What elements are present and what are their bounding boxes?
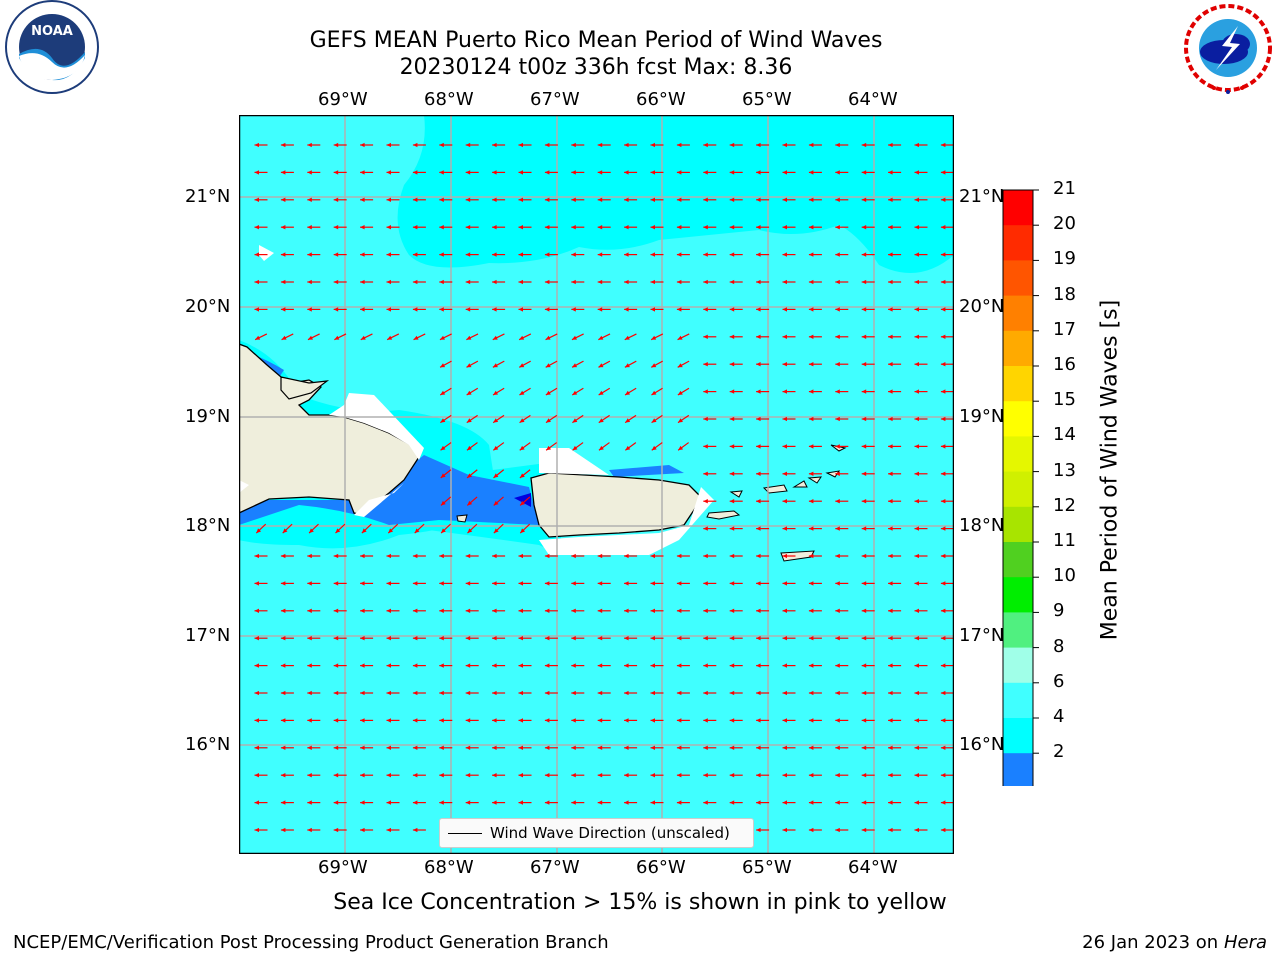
lat-label-left: 16°N <box>185 734 231 755</box>
colorbar-band <box>1003 506 1033 543</box>
lat-label-left: 21°N <box>185 186 231 207</box>
lon-label-top: 69°W <box>318 89 368 110</box>
colorbar-band <box>1003 753 1033 789</box>
lat-label-right: 16°N <box>959 734 1005 755</box>
lat-label-right: 18°N <box>959 515 1005 536</box>
lat-label-right: 17°N <box>959 625 1005 646</box>
lon-label-bottom: 65°W <box>742 857 792 878</box>
footer-date: 26 Jan 2023 on Hera <box>1082 932 1267 953</box>
colorbar-band <box>1003 577 1033 613</box>
graticule <box>239 115 954 854</box>
noaa-logo-icon: NOAA <box>2 0 102 100</box>
colorbar-tick-label: 11 <box>1053 530 1076 551</box>
legend-label: Wind Wave Direction (unscaled) <box>490 824 730 842</box>
lon-label-top: 67°W <box>530 89 580 110</box>
colorbar-tick-label: 4 <box>1053 706 1065 727</box>
colorbar-tick-label: 21 <box>1053 178 1076 199</box>
lon-label-bottom: 66°W <box>636 857 686 878</box>
lon-label-top: 66°W <box>636 89 686 110</box>
colorbar-band <box>1003 260 1033 297</box>
colorbar-tick-label: 17 <box>1053 318 1076 340</box>
lat-label-left: 18°N <box>185 515 231 536</box>
lat-label-left: 17°N <box>185 625 231 646</box>
nws-logo-icon <box>1178 0 1278 100</box>
lat-label-right: 21°N <box>959 186 1005 207</box>
colorbar-band <box>1003 330 1033 367</box>
colorbar-tick-label: 14 <box>1053 424 1076 446</box>
colorbar-band <box>1003 682 1033 719</box>
lat-label-right: 20°N <box>959 296 1005 317</box>
lon-label-bottom: 68°W <box>424 857 474 878</box>
map-panel[interactable]: Wind Wave Direction (unscaled) <box>238 114 955 855</box>
colorbar-band <box>1003 366 1033 402</box>
lat-label-left: 20°N <box>185 296 231 317</box>
colorbar-tick-label: 12 <box>1053 494 1076 516</box>
colorbar-band <box>1003 471 1033 508</box>
lon-label-top: 65°W <box>742 89 792 110</box>
colorbar-band <box>1003 718 1033 754</box>
colorbar-band <box>1003 401 1033 437</box>
colorbar-tick-label: 2 <box>1053 741 1065 763</box>
colorbar-band <box>1003 542 1033 578</box>
colorbar-tick-label: 13 <box>1053 459 1076 481</box>
colorbar-tick-label: 19 <box>1053 248 1076 270</box>
noaa-logo-text: NOAA <box>31 24 73 39</box>
sea-ice-note: Sea Ice Concentration > 15% is shown in … <box>333 890 947 915</box>
colorbar-tick-label: 6 <box>1053 670 1065 692</box>
colorbar-tick-label: 10 <box>1053 565 1076 587</box>
lon-label-top: 68°W <box>424 89 474 110</box>
colorbar <box>1000 186 1040 818</box>
ocean-band-north <box>397 115 954 273</box>
colorbar-band <box>1003 295 1033 332</box>
footer-branch: NCEP/EMC/Verification Post Processing Pr… <box>13 932 609 953</box>
colorbar-tick-label: 8 <box>1053 635 1065 657</box>
land-puerto-rico <box>530 472 702 538</box>
lon-label-top: 64°W <box>848 89 898 110</box>
lon-label-bottom: 69°W <box>318 857 368 878</box>
colorbar-band <box>1003 612 1033 649</box>
footer-date-text: 26 Jan 2023 on <box>1082 932 1224 953</box>
colorbar-tick-label: 18 <box>1053 283 1076 305</box>
colorbar-band <box>1003 647 1033 684</box>
wind-wave-arrows <box>254 142 954 833</box>
footer-machine: Hera <box>1223 932 1267 953</box>
map-legend: Wind Wave Direction (unscaled) <box>439 818 754 848</box>
colorbar-band <box>1003 436 1033 473</box>
chart-subtitle: 20230124 t00z 336h fcst Max: 8.36 <box>399 55 793 80</box>
lon-label-bottom: 64°W <box>848 857 898 878</box>
chart-title: GEFS MEAN Puerto Rico Mean Period of Win… <box>309 28 883 53</box>
colorbar-band <box>1003 225 1033 261</box>
colorbar-tick-label: 9 <box>1053 600 1065 622</box>
lat-label-right: 19°N <box>959 406 1005 427</box>
colorbar-band <box>1003 190 1033 226</box>
colorbar-label: Mean Period of Wind Waves [s] <box>1097 299 1123 641</box>
lon-label-bottom: 67°W <box>530 857 580 878</box>
legend-line-icon <box>448 833 482 834</box>
colorbar-tick-label: 16 <box>1053 354 1076 375</box>
lat-label-left: 19°N <box>185 406 231 427</box>
colorbar-tick-label: 15 <box>1053 389 1076 411</box>
colorbar-tick-label: 20 <box>1053 213 1076 235</box>
